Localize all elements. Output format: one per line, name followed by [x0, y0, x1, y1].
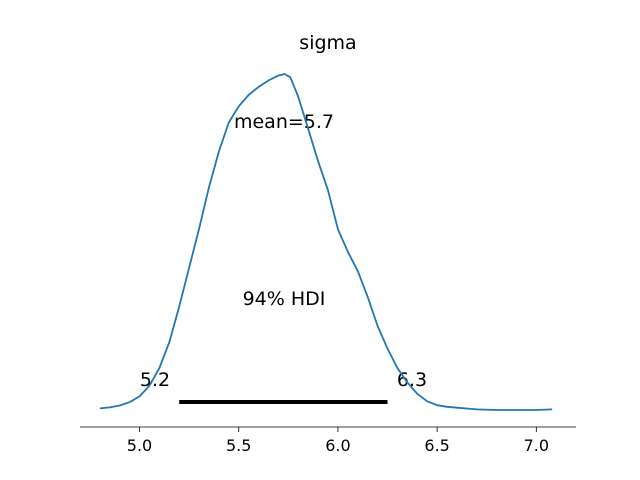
x-tick-label: 7.0 [524, 436, 549, 455]
x-tick-label: 6.5 [424, 436, 449, 455]
x-tick-label: 6.0 [325, 436, 350, 455]
x-tick-label: 5.0 [127, 436, 152, 455]
x-tick-label: 5.5 [226, 436, 251, 455]
hdi-high-label: 6.3 [397, 369, 427, 391]
hdi-annotation: 94% HDI [243, 288, 326, 310]
chart-title: sigma [299, 32, 356, 54]
mean-annotation: mean=5.7 [234, 111, 334, 133]
hdi-low-label: 5.2 [140, 369, 170, 391]
density-line [99, 73, 553, 411]
